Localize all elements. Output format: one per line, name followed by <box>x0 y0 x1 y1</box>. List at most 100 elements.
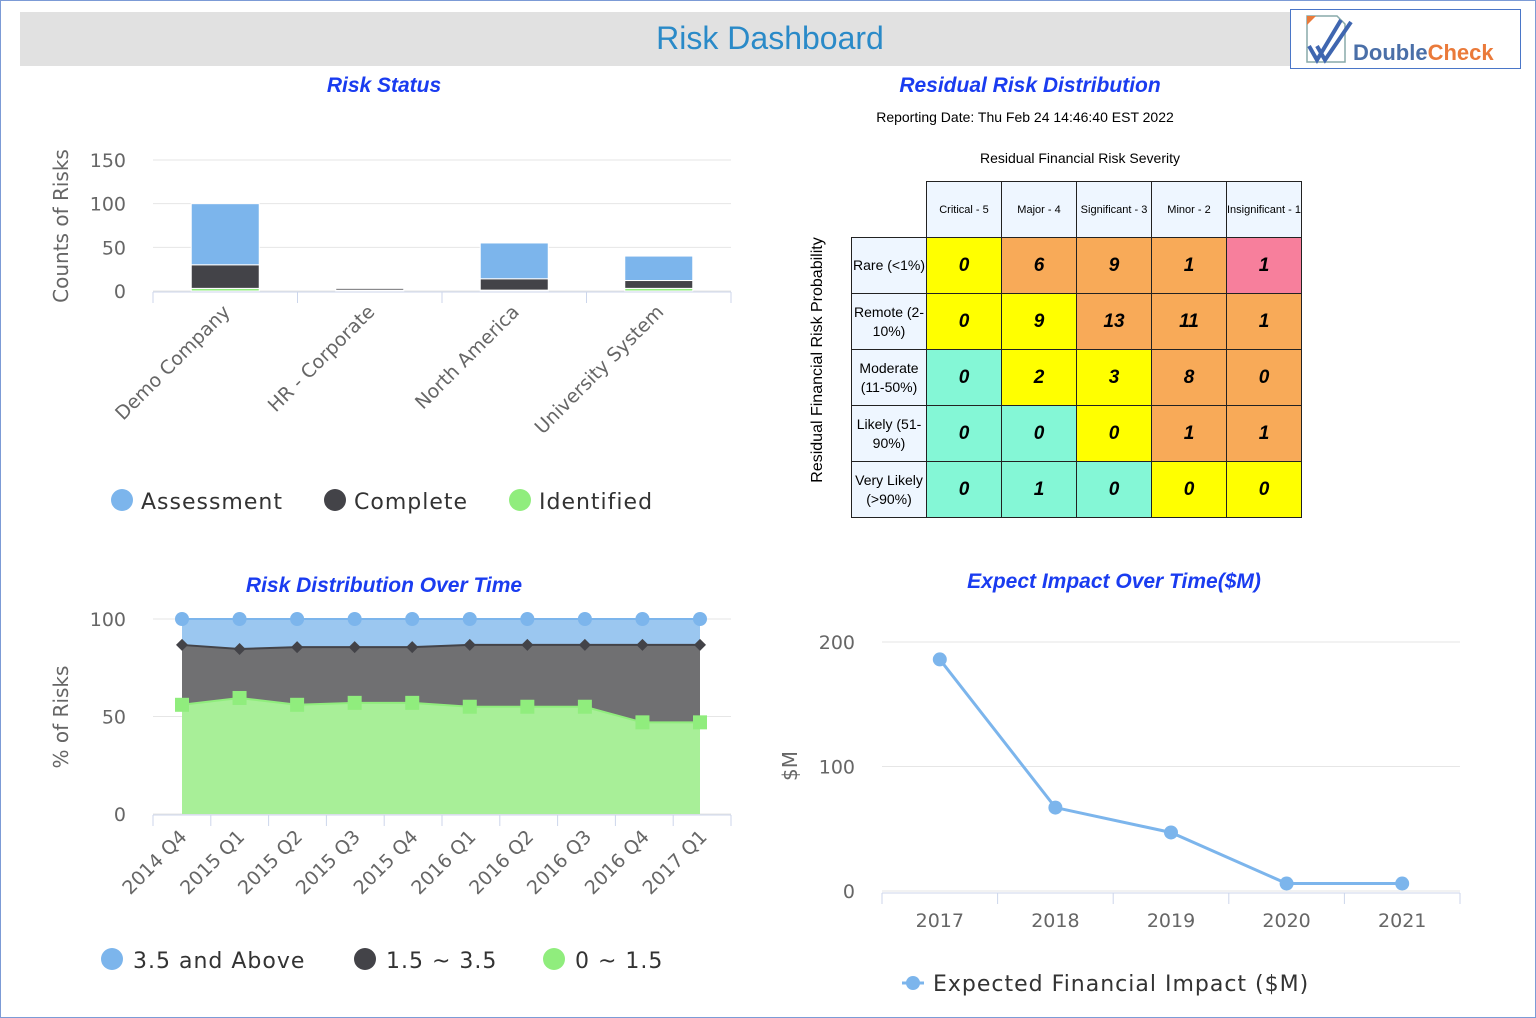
data-point <box>932 652 947 667</box>
heatmap-cell: 1 <box>1151 405 1227 462</box>
bar-assessment <box>624 255 694 282</box>
x-tick-label: University System <box>531 301 669 439</box>
heatmap-cell: 0 <box>926 461 1002 518</box>
column-header: Critical - 5 <box>926 181 1002 238</box>
heatmap-cell: 1 <box>1226 405 1302 462</box>
heatmap-cell: 0 <box>926 293 1002 350</box>
legend-label: Identified <box>539 490 653 515</box>
residual-risk-title: Residual Risk Distribution <box>899 74 1161 97</box>
area-0 <box>182 619 700 650</box>
data-point <box>405 612 420 626</box>
legend-marker <box>354 948 376 970</box>
bar-complete <box>190 264 260 289</box>
series-line <box>181 696 700 724</box>
x-tick-label: 2017 <box>916 910 964 932</box>
heatmap-row: Rare (<1%) 0 6 9 1 1 <box>851 237 1302 294</box>
y-tick-label: 200 <box>819 632 855 654</box>
data-point <box>406 641 419 654</box>
y-tick-label: 100 <box>819 757 855 779</box>
y-tick-label: 100 <box>90 194 126 216</box>
data-point <box>635 715 650 730</box>
x-tick-label: 2021 <box>1378 910 1426 932</box>
row-label: Likely (51-90%) <box>851 405 927 462</box>
x-tick-label: 2020 <box>1262 910 1310 932</box>
data-point <box>636 638 649 651</box>
data-point <box>175 697 189 712</box>
bar-assessment <box>479 242 549 280</box>
column-header: Major - 4 <box>1001 181 1077 238</box>
data-point <box>175 612 189 626</box>
column-header: Significant - 3 <box>1076 181 1152 238</box>
series-line <box>181 643 700 651</box>
x-tick-label: 2017 Q1 <box>638 826 711 899</box>
risk-status-title: Risk Status <box>326 74 442 97</box>
data-point <box>693 715 707 730</box>
y-axis-label: $M <box>778 751 802 781</box>
data-point <box>463 638 476 651</box>
data-point <box>405 695 420 710</box>
data-point <box>347 695 362 710</box>
doublecheck-logo: DoubleCheck <box>1290 9 1521 69</box>
legend-marker <box>324 489 346 511</box>
heatmap-cell: 9 <box>1076 237 1152 294</box>
checkmark-logo-icon <box>1306 15 1353 64</box>
y-axis-label: % of Risks <box>49 666 73 769</box>
y-axis-label: Counts of Risks <box>49 149 73 303</box>
data-point <box>578 638 591 651</box>
data-point <box>290 697 305 712</box>
column-header: Minor - 2 <box>1151 181 1227 238</box>
heatmap-row: Moderate (11-50%) 0 2 3 8 0 <box>851 349 1302 406</box>
data-point <box>520 612 535 626</box>
y-tick-label: 0 <box>843 881 855 903</box>
data-point <box>462 612 477 626</box>
data-point <box>520 699 535 714</box>
heatmap-cell: 0 <box>926 405 1002 462</box>
data-point <box>635 612 650 626</box>
severity-label: Residual Financial Risk Severity <box>980 150 1180 166</box>
heatmap-cell: 0 <box>1226 349 1302 406</box>
data-point <box>232 612 247 626</box>
bar-complete <box>335 287 405 291</box>
x-tick-label: North America <box>411 301 524 414</box>
legend-label: Complete <box>354 490 468 515</box>
data-point <box>1048 800 1063 815</box>
legend-marker <box>101 948 123 970</box>
heatmap-cell: 1 <box>1001 461 1077 518</box>
expect-impact-title: Expect Impact Over Time($M) <box>967 570 1261 593</box>
x-tick-label: 2019 <box>1147 910 1195 932</box>
data-point <box>693 612 707 626</box>
legend-label: Expected Financial Impact ($M) <box>933 972 1309 997</box>
legend-label: 0 ~ 1.5 <box>575 949 663 974</box>
x-tick-label: Demo Company <box>111 301 235 425</box>
bar-complete <box>479 278 549 291</box>
column-header: Insignificant - 1 <box>1226 181 1302 238</box>
y-tick-label: 50 <box>102 237 126 259</box>
heatmap-row: Likely (51-90%) 0 0 0 1 1 <box>851 405 1302 462</box>
y-tick-label: 150 <box>90 150 126 172</box>
row-label: Rare (<1%) <box>851 237 927 294</box>
row-label: Remote (2-10%) <box>851 293 927 350</box>
risk-distribution-title: Risk Distribution Over Time <box>245 574 523 597</box>
data-point <box>577 612 592 626</box>
legend-marker <box>543 948 565 970</box>
heatmap-cell: 6 <box>1001 237 1077 294</box>
risk-status-chart: 0 50 100 150 Demo Company HR - Corporate North… <box>90 150 732 515</box>
row-label: Moderate (11-50%) <box>851 349 927 406</box>
heatmap-cell: 1 <box>1226 237 1302 294</box>
heatmap-cell: 0 <box>1076 461 1152 518</box>
data-point <box>176 638 188 651</box>
bar-complete <box>624 280 694 289</box>
logo-text: DoubleCheck <box>1353 40 1494 65</box>
heatmap-row: Remote (2-10%) 0 9 13 11 1 <box>851 293 1302 350</box>
legend-label: Assessment <box>141 490 283 515</box>
data-point <box>290 612 305 626</box>
y-tick-label: 50 <box>102 707 126 729</box>
heatmap-cell: 1 <box>1226 293 1302 350</box>
heatmap-cell: 11 <box>1151 293 1227 350</box>
heatmap-cell: 13 <box>1076 293 1152 350</box>
y-tick-label: 0 <box>114 281 126 303</box>
legend-label: 3.5 and Above <box>133 949 305 974</box>
data-point <box>291 641 304 654</box>
risk-heatmap: Critical - 5 Major - 4 Significant - 3 M… <box>851 181 1302 518</box>
